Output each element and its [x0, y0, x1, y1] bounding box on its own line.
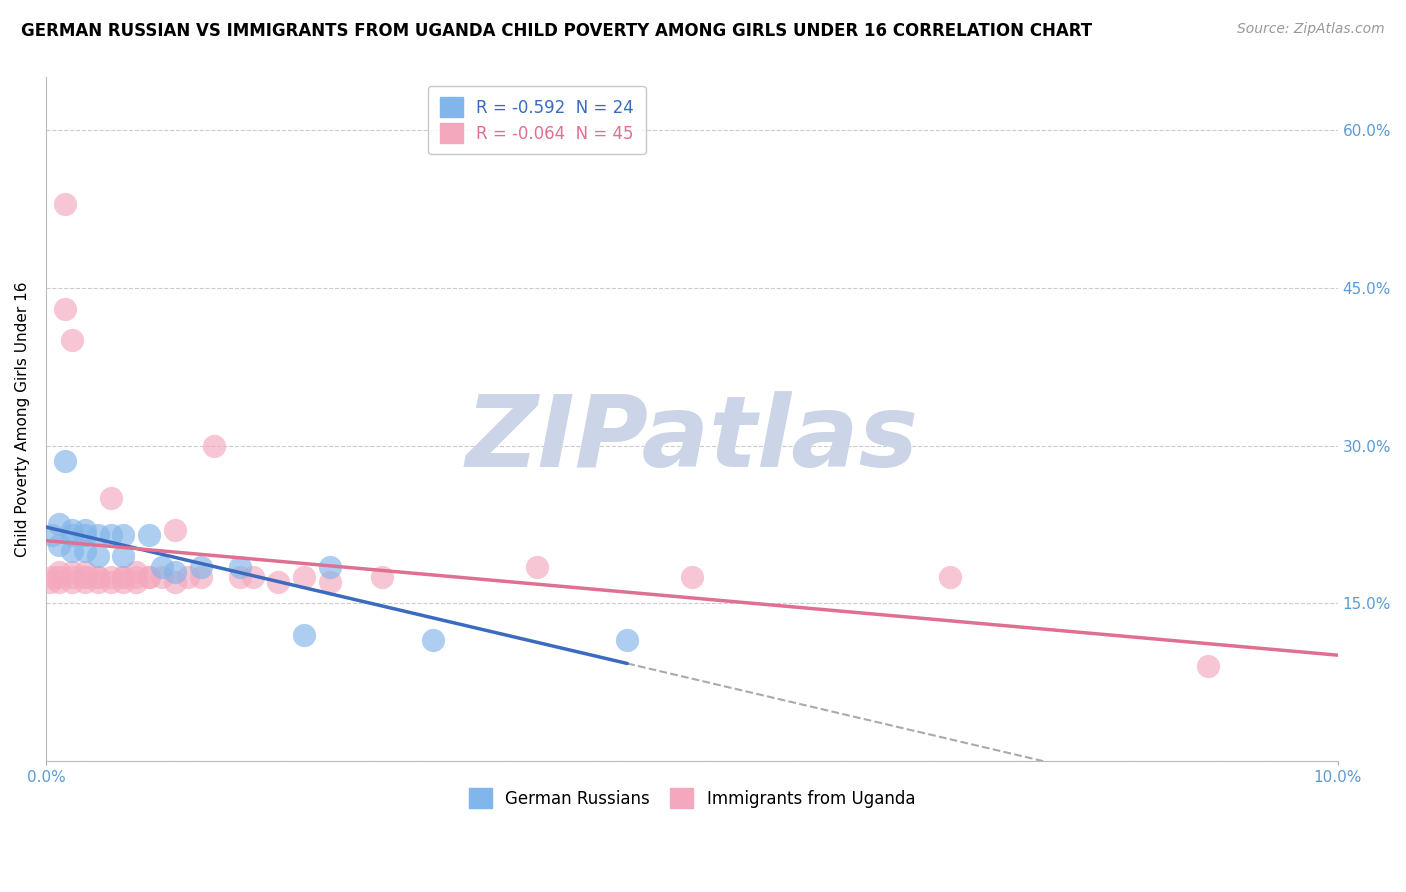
- Point: [939, 570, 962, 584]
- Point: [112, 570, 135, 584]
- Point: [86, 570, 108, 584]
- Point: [228, 570, 250, 584]
- Point: [177, 570, 200, 584]
- Point: [616, 633, 638, 648]
- Point: [100, 491, 122, 505]
- Point: [41, 528, 63, 542]
- Point: [60, 334, 83, 348]
- Point: [73, 575, 96, 590]
- Point: [190, 570, 212, 584]
- Point: [422, 633, 444, 648]
- Point: [73, 570, 96, 584]
- Point: [165, 523, 187, 537]
- Point: [150, 570, 173, 584]
- Point: [371, 570, 394, 584]
- Point: [202, 438, 225, 452]
- Point: [267, 575, 290, 590]
- Point: [1198, 659, 1220, 673]
- Point: [60, 523, 83, 537]
- Point: [86, 528, 108, 542]
- Point: [86, 570, 108, 584]
- Point: [53, 454, 76, 468]
- Point: [73, 543, 96, 558]
- Point: [60, 570, 83, 584]
- Point: [125, 565, 148, 579]
- Text: Source: ZipAtlas.com: Source: ZipAtlas.com: [1237, 22, 1385, 37]
- Point: [73, 523, 96, 537]
- Point: [125, 575, 148, 590]
- Point: [48, 565, 70, 579]
- Text: GERMAN RUSSIAN VS IMMIGRANTS FROM UGANDA CHILD POVERTY AMONG GIRLS UNDER 16 CORR: GERMAN RUSSIAN VS IMMIGRANTS FROM UGANDA…: [21, 22, 1092, 40]
- Point: [60, 543, 83, 558]
- Point: [41, 570, 63, 584]
- Point: [53, 301, 76, 316]
- Point: [73, 570, 96, 584]
- Point: [112, 549, 135, 563]
- Point: [48, 570, 70, 584]
- Point: [100, 528, 122, 542]
- Point: [112, 570, 135, 584]
- Point: [125, 570, 148, 584]
- Point: [48, 575, 70, 590]
- Point: [319, 575, 342, 590]
- Point: [60, 565, 83, 579]
- Point: [86, 575, 108, 590]
- Point: [526, 559, 548, 574]
- Point: [73, 565, 96, 579]
- Point: [681, 570, 703, 584]
- Point: [138, 570, 160, 584]
- Point: [242, 570, 264, 584]
- Point: [48, 517, 70, 532]
- Point: [60, 575, 83, 590]
- Point: [112, 575, 135, 590]
- Y-axis label: Child Poverty Among Girls Under 16: Child Poverty Among Girls Under 16: [15, 282, 30, 557]
- Point: [38, 575, 60, 590]
- Point: [165, 575, 187, 590]
- Point: [60, 528, 83, 542]
- Point: [53, 196, 76, 211]
- Point: [138, 528, 160, 542]
- Point: [292, 570, 315, 584]
- Point: [112, 528, 135, 542]
- Point: [292, 628, 315, 642]
- Point: [100, 570, 122, 584]
- Point: [138, 570, 160, 584]
- Point: [165, 565, 187, 579]
- Point: [48, 539, 70, 553]
- Point: [228, 559, 250, 574]
- Point: [190, 559, 212, 574]
- Point: [319, 559, 342, 574]
- Point: [150, 559, 173, 574]
- Point: [73, 528, 96, 542]
- Legend: German Russians, Immigrants from Uganda: German Russians, Immigrants from Uganda: [461, 781, 922, 814]
- Text: ZIPatlas: ZIPatlas: [465, 392, 918, 488]
- Point: [86, 549, 108, 563]
- Point: [100, 575, 122, 590]
